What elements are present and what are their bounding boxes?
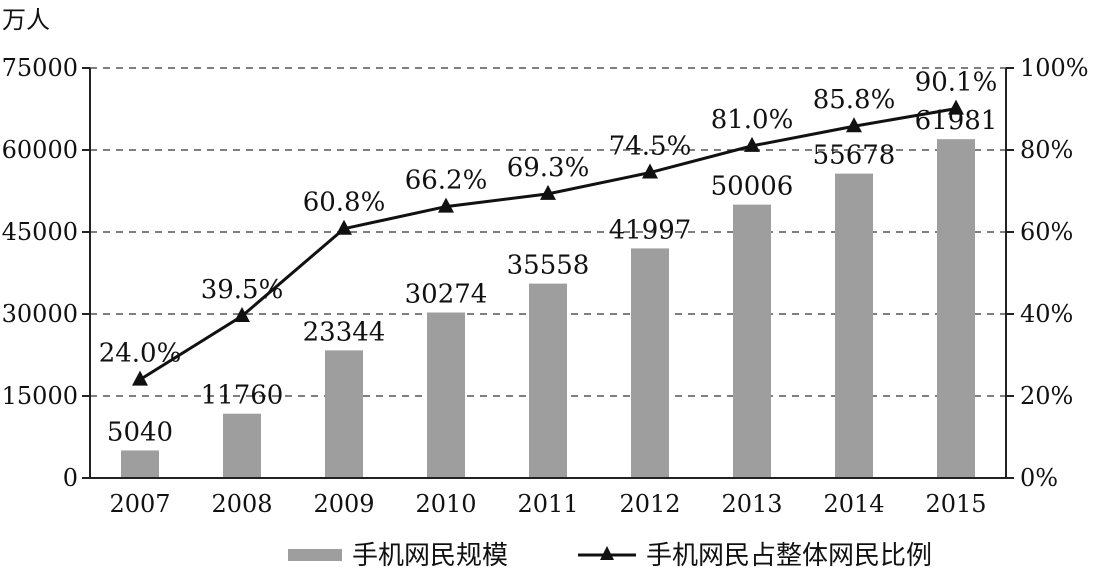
x-axis-tick-label: 2008 bbox=[211, 490, 272, 518]
ratio-value-label: 85.8% bbox=[813, 85, 896, 115]
legend-triangle-icon bbox=[600, 546, 614, 560]
legend: 手机网民规模 手机网民占整体网民比例 bbox=[288, 541, 932, 571]
bar-value-label: 55678 bbox=[813, 141, 896, 171]
bar-2014 bbox=[835, 173, 873, 478]
x-axis-tick-label: 2014 bbox=[823, 490, 884, 518]
x-axis-tick-label: 2007 bbox=[109, 490, 170, 518]
bar-value-label: 61981 bbox=[915, 106, 998, 136]
right-axis-tick-label: 60% bbox=[1020, 218, 1073, 246]
triangle-marker-icon bbox=[234, 307, 250, 323]
triangle-marker-icon bbox=[438, 197, 454, 213]
left-axis-tick-label: 75000 bbox=[2, 54, 78, 82]
bar-value-label: 30274 bbox=[405, 280, 488, 310]
bar-value-label: 50006 bbox=[711, 172, 794, 202]
triangle-marker-icon bbox=[846, 117, 862, 133]
ratio-value-label: 39.5% bbox=[201, 275, 284, 305]
y-unit-label: 万人 bbox=[2, 6, 50, 34]
ratio-value-label: 90.1% bbox=[915, 68, 998, 98]
triangle-marker-icon bbox=[744, 136, 760, 152]
bars bbox=[121, 139, 975, 479]
ratio-value-label: 69.3% bbox=[507, 153, 590, 183]
left-axis-tick-label: 45000 bbox=[2, 218, 78, 246]
ratio-value-label: 66.2% bbox=[405, 166, 488, 196]
right-axis-tick-label: 20% bbox=[1020, 382, 1073, 410]
bar-2011 bbox=[529, 283, 567, 478]
right-axis-tick-label: 40% bbox=[1020, 300, 1073, 328]
left-axis-tick-label: 60000 bbox=[2, 136, 78, 164]
triangle-marker-icon bbox=[948, 99, 964, 115]
right-axis-tick-label: 80% bbox=[1020, 136, 1073, 164]
triangle-marker-icon bbox=[540, 184, 556, 200]
left-axis-tick-label: 30000 bbox=[2, 300, 78, 328]
triangle-marker-icon bbox=[132, 370, 148, 386]
x-axis-tick-label: 2010 bbox=[415, 490, 476, 518]
ratio-value-label: 60.8% bbox=[303, 188, 386, 218]
bar-2010 bbox=[427, 312, 465, 478]
axes: 0 0% 15000 20% 30000 40% 45000 60% 60000 80% 75000… bbox=[2, 54, 1089, 518]
left-axis-tick-label: 0 bbox=[63, 464, 78, 492]
x-axis-tick-label: 2011 bbox=[517, 490, 578, 518]
legend-swatch-bar bbox=[288, 549, 342, 561]
x-axis-tick-label: 2009 bbox=[313, 490, 374, 518]
left-axis-tick-label: 15000 bbox=[2, 382, 78, 410]
x-axis-tick-label: 2012 bbox=[619, 490, 680, 518]
bar-2007 bbox=[121, 450, 159, 478]
bar-value-label: 41997 bbox=[609, 215, 692, 245]
bar-value-label: 35558 bbox=[507, 251, 590, 281]
legend-label-line: 手机网民占整体网民比例 bbox=[646, 541, 932, 571]
right-axis-tick-label: 100% bbox=[1020, 54, 1089, 82]
bar-2015 bbox=[937, 139, 975, 478]
bar-value-label: 11760 bbox=[201, 381, 284, 411]
ratio-value-label: 24.0% bbox=[99, 339, 182, 369]
triangle-marker-icon bbox=[642, 163, 658, 179]
right-axis-tick-label: 0% bbox=[1020, 464, 1058, 492]
x-axis-tick-label: 2013 bbox=[721, 490, 782, 518]
bar-value-label: 5040 bbox=[107, 417, 173, 447]
legend-label-bar: 手机网民规模 bbox=[352, 541, 508, 571]
bar-2008 bbox=[223, 413, 261, 478]
bar-value-label: 23344 bbox=[303, 317, 386, 347]
triangle-marker-icon bbox=[336, 219, 352, 235]
ratio-value-label: 81.0% bbox=[711, 105, 794, 135]
bar-2013 bbox=[733, 204, 771, 479]
bar-2012 bbox=[631, 248, 669, 478]
data-labels: 5040 11760 23344 30274 35558 41997 50006 55678 6… bbox=[99, 68, 998, 448]
ratio-value-label: 74.5% bbox=[609, 132, 692, 162]
x-axis-tick-label: 2015 bbox=[925, 490, 986, 518]
ratio-line bbox=[132, 99, 964, 386]
bar-2009 bbox=[325, 350, 363, 478]
